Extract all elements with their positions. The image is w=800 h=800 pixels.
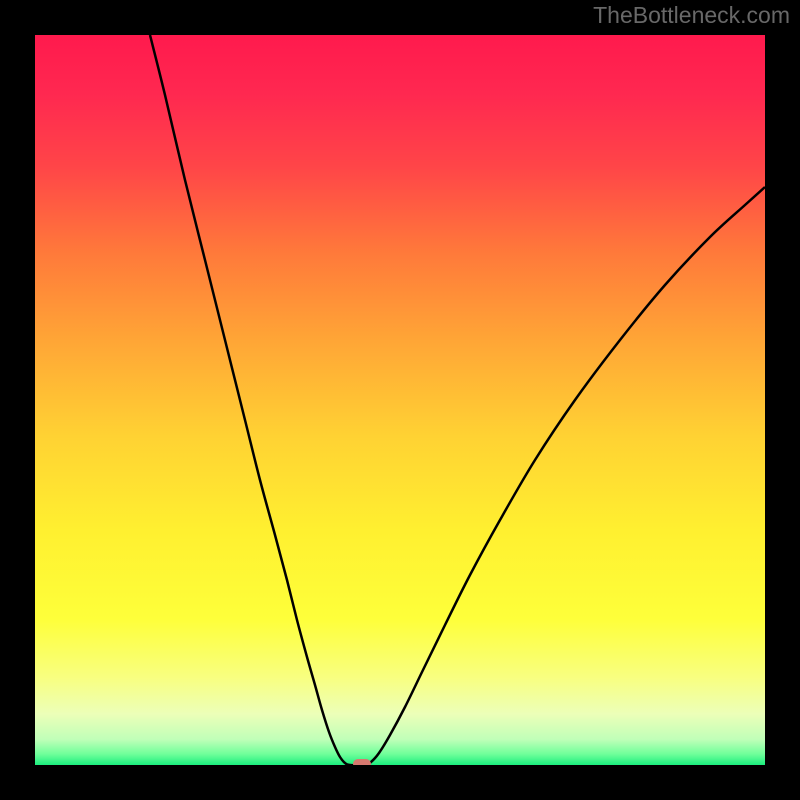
- watermark-text: TheBottleneck.com: [593, 2, 790, 29]
- frame-left: [0, 0, 35, 800]
- frame-bottom: [0, 765, 800, 800]
- bottleneck-curve: [35, 35, 765, 765]
- chart-plot-area: [35, 35, 765, 765]
- frame-right: [765, 0, 800, 800]
